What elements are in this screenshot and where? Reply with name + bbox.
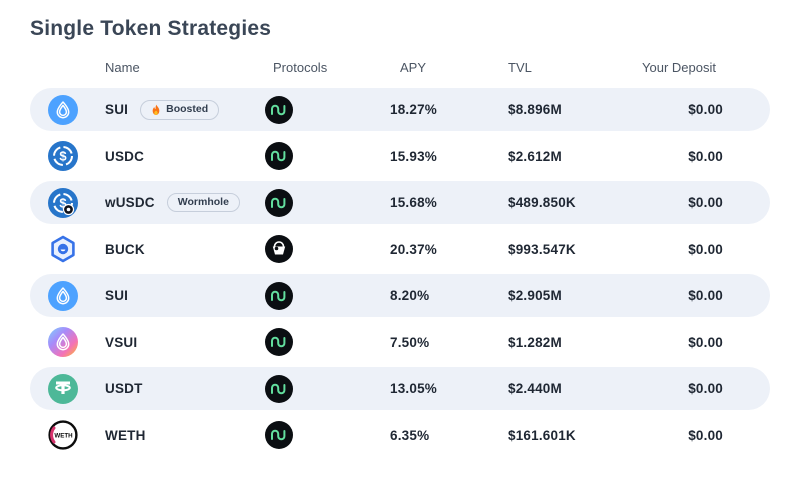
svg-text:WETH: WETH bbox=[54, 432, 73, 439]
tvl-value: $161.601K bbox=[508, 427, 576, 443]
token-name: USDC bbox=[105, 148, 145, 164]
wusdc-token-icon: $ bbox=[48, 187, 78, 218]
bucket-protocol-icon bbox=[265, 235, 293, 263]
navi-protocol-icon bbox=[265, 281, 293, 310]
tvl-value: $993.547K bbox=[508, 241, 576, 257]
vsui-token-icon bbox=[48, 327, 78, 357]
apy-value: 13.05% bbox=[390, 381, 437, 396]
page-title: Single Token Strategies bbox=[30, 17, 272, 40]
apy-value: 7.50% bbox=[390, 334, 430, 350]
strategy-row[interactable]: WETH WETH 6.35% $161.601K $0.00 bbox=[30, 413, 770, 457]
column-header-name: Name bbox=[105, 60, 140, 75]
svg-text:$: $ bbox=[59, 195, 67, 210]
token-name: SUI bbox=[105, 288, 129, 303]
deposit-value: $0.00 bbox=[688, 195, 723, 210]
token-name: WETH bbox=[105, 427, 146, 443]
apy-value: 18.27% bbox=[390, 102, 437, 117]
usdc-token-icon: $ bbox=[48, 141, 78, 171]
apy-value: 6.35% bbox=[390, 427, 430, 443]
apy-value: 20.37% bbox=[390, 241, 437, 257]
tvl-value: $1.282M bbox=[508, 334, 562, 350]
badge-label: Boosted bbox=[166, 103, 209, 116]
navi-protocol-icon bbox=[265, 188, 293, 217]
apy-value: 8.20% bbox=[390, 288, 430, 303]
navi-protocol-icon bbox=[265, 95, 293, 124]
tvl-value: $2.905M bbox=[508, 288, 562, 303]
strategy-row[interactable]: SUI Boosted 18.27% $8.896M $0.00 bbox=[30, 88, 770, 131]
column-header-protocols: Protocols bbox=[273, 60, 328, 75]
token-name: SUI bbox=[105, 102, 129, 117]
deposit-value: $0.00 bbox=[688, 427, 723, 443]
token-name: BUCK bbox=[105, 241, 145, 257]
deposit-value: $0.00 bbox=[688, 148, 723, 164]
tvl-value: $8.896M bbox=[508, 102, 562, 117]
usdt-token-icon bbox=[48, 373, 78, 404]
strategy-row[interactable]: USDT 13.05% $2.440M $0.00 bbox=[30, 367, 770, 410]
column-header-your-deposit: Your Deposit bbox=[642, 60, 716, 75]
tvl-value: $489.850K bbox=[508, 195, 576, 210]
flame-icon bbox=[151, 104, 161, 116]
wormhole-badge: Wormhole bbox=[166, 193, 240, 212]
strategy-row[interactable]: BUCK 20.37% $993.547K $0.00 bbox=[30, 227, 770, 271]
svg-text:$: $ bbox=[59, 149, 67, 164]
strategy-row[interactable]: $ USDC 15.93% $2.612M $0.00 bbox=[30, 134, 770, 178]
strategy-row[interactable]: SUI 8.20% $2.905M $0.00 bbox=[30, 274, 770, 317]
sui-token-icon bbox=[48, 94, 78, 125]
column-header-apy: APY bbox=[400, 60, 427, 75]
boosted-badge: Boosted bbox=[140, 99, 220, 120]
strategy-row[interactable]: VSUI 7.50% $1.282M $0.00 bbox=[30, 320, 770, 364]
navi-protocol-icon bbox=[265, 421, 293, 449]
apy-value: 15.93% bbox=[390, 148, 437, 164]
deposit-value: $0.00 bbox=[688, 241, 723, 257]
sui-token-icon bbox=[48, 280, 78, 311]
navi-protocol-icon bbox=[265, 142, 293, 170]
deposit-value: $0.00 bbox=[688, 102, 723, 117]
deposit-value: $0.00 bbox=[688, 381, 723, 396]
navi-protocol-icon bbox=[265, 328, 293, 356]
deposit-value: $0.00 bbox=[688, 334, 723, 350]
tvl-value: $2.612M bbox=[508, 148, 562, 164]
navi-protocol-icon bbox=[265, 374, 293, 403]
apy-value: 15.68% bbox=[390, 195, 437, 210]
strategy-row[interactable]: $ wUSDC Wormhole 15.68% $489.850K $0.00 bbox=[30, 181, 770, 224]
buck-token-icon bbox=[48, 234, 78, 264]
deposit-value: $0.00 bbox=[688, 288, 723, 303]
token-name: VSUI bbox=[105, 334, 138, 350]
table-header-row: Name Protocols APY TVL Your Deposit bbox=[30, 60, 770, 75]
strategy-table-body: SUI Boosted 18.27% $8.896M $0.00 $ USDC bbox=[30, 88, 770, 457]
token-name: USDT bbox=[105, 381, 143, 396]
token-name: wUSDC bbox=[105, 195, 155, 210]
tvl-value: $2.440M bbox=[508, 381, 562, 396]
badge-label: Wormhole bbox=[177, 196, 229, 209]
column-header-tvl: TVL bbox=[508, 60, 532, 75]
weth-token-icon: WETH bbox=[48, 420, 78, 450]
